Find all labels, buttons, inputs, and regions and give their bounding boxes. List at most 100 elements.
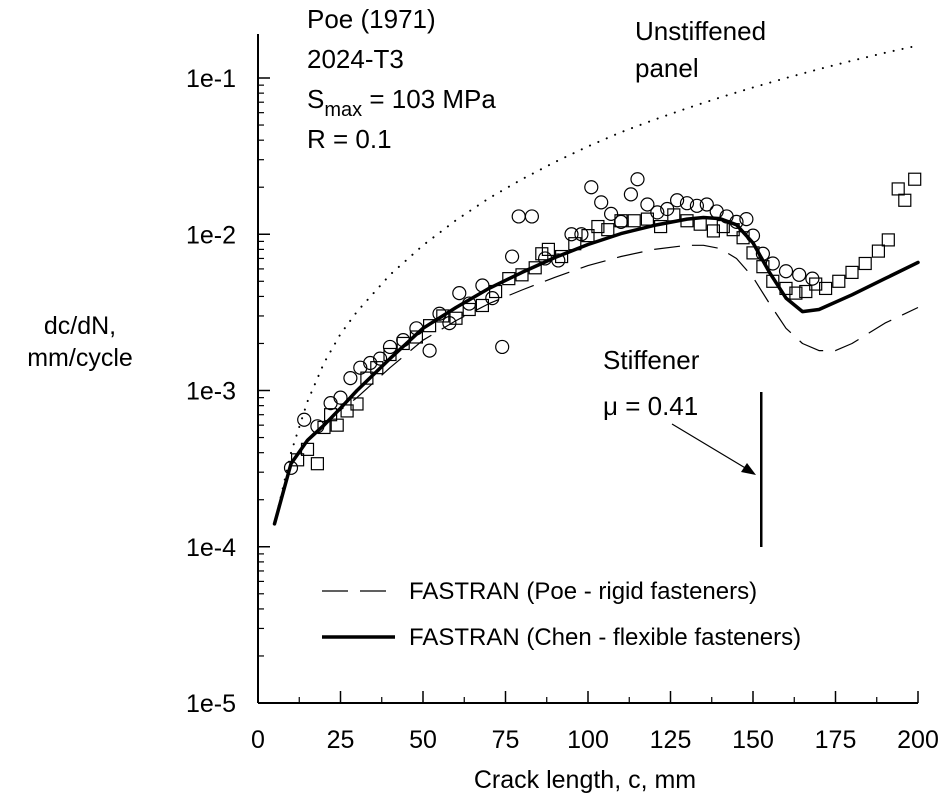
condition-smax: Smax = 103 MPa: [307, 84, 496, 121]
data-point-square: [528, 261, 542, 275]
data-point-square: [568, 237, 582, 251]
data-point-circle: [630, 172, 645, 187]
fastran-flexible-curve: [272, 215, 920, 526]
legend-entry-rigid: FASTRAN (Poe - rigid fasteners): [409, 578, 757, 605]
data-point-square: [858, 256, 872, 271]
x-tick-label: 100: [567, 726, 609, 754]
data-point-square: [898, 193, 912, 207]
data-point-circle: [709, 204, 724, 219]
data-point-circle: [432, 306, 447, 321]
y-tick-label: 1e-4: [186, 534, 236, 562]
condition-smax-rest: = 103 MPa: [362, 84, 496, 114]
x-tick-label: 125: [650, 726, 692, 754]
data-point-square: [779, 281, 793, 296]
data-point-circle: [353, 360, 368, 375]
data-point-square: [515, 268, 529, 282]
data-point-circle: [343, 371, 358, 386]
data-point-circle: [603, 206, 619, 221]
x-tick-labels: 0 25 50 75 100 125 150 175 200: [251, 726, 939, 754]
data-point-circle: [699, 197, 714, 212]
data-point-square: [291, 453, 305, 467]
data-point-circle: [495, 339, 510, 355]
data-point-square: [436, 309, 450, 323]
stiffener-arrow-head: [741, 463, 756, 475]
y-tick-label: 1e-5: [186, 690, 236, 718]
data-point-square: [908, 172, 922, 186]
data-point-square: [693, 217, 707, 231]
data-point-circle: [765, 256, 780, 271]
data-point-square: [581, 229, 595, 243]
data-point-circle: [739, 212, 754, 227]
data-point-circle: [297, 412, 312, 427]
y-tick-label: 1e-1: [186, 65, 236, 93]
data-point-square: [449, 311, 463, 325]
y-tick-label: 1e-3: [186, 378, 236, 406]
data-point-square: [640, 212, 655, 226]
unstiffened-label-line1: Unstiffened: [635, 16, 766, 46]
data-point-circle: [422, 343, 437, 358]
series-curves: [272, 46, 920, 526]
series-markers: [283, 172, 922, 475]
data-point-circle: [452, 286, 467, 301]
x-tick-label: 75: [492, 726, 520, 754]
data-point-circle: [409, 321, 424, 336]
data-point-circle: [323, 396, 338, 411]
data-point-square: [627, 214, 641, 228]
data-point-circle: [504, 249, 520, 264]
condition-smax-sub: max: [324, 99, 362, 121]
data-point-square: [653, 219, 668, 234]
data-point-square: [845, 265, 859, 279]
data-point-circle: [594, 195, 609, 210]
data-point-square: [809, 277, 823, 291]
unstiffened-label-line2: panel: [635, 53, 699, 83]
data-point-circle: [778, 264, 794, 279]
y-axis-label-line2: mm/cycle: [27, 344, 133, 372]
data-point-square: [680, 214, 694, 228]
x-tick-label: 50: [409, 726, 437, 754]
x-tick-label: 25: [327, 726, 355, 754]
data-point-square: [591, 219, 605, 234]
data-point-circle: [679, 196, 695, 211]
data-point-circle: [689, 198, 705, 213]
data-point-square: [409, 330, 423, 344]
data-point-square: [818, 281, 833, 296]
data-point-square: [462, 302, 476, 317]
data-point-square: [310, 457, 324, 471]
condition-r: R = 0.1: [307, 124, 392, 154]
data-point-square: [667, 208, 681, 222]
data-point-square: [746, 246, 760, 260]
data-point-square: [324, 408, 338, 422]
data-point-square: [614, 214, 628, 228]
axis-ticks: [257, 77, 919, 704]
data-point-circle: [745, 228, 761, 243]
unstiffened-panel-curve: [273, 46, 913, 525]
data-point-square: [871, 244, 886, 258]
data-point-square: [891, 182, 905, 196]
data-point-circle: [511, 209, 526, 224]
data-point-square: [736, 231, 750, 245]
data-point-square: [475, 298, 489, 313]
y-tick-label: 1e-2: [186, 221, 236, 249]
x-tick-label: 150: [732, 726, 774, 754]
data-point-circle: [669, 193, 685, 208]
y-tick-labels: 1e-5 1e-4 1e-3 1e-2 1e-1: [186, 65, 236, 718]
data-point-circle: [640, 197, 655, 212]
data-point-circle: [333, 390, 348, 405]
data-point-circle: [792, 267, 807, 282]
data-point-square: [766, 274, 780, 288]
data-point-circle: [442, 315, 457, 331]
data-point-square: [554, 249, 569, 264]
data-point-circle: [373, 351, 388, 366]
condition-smax-prefix: S: [307, 84, 324, 114]
data-point-square: [502, 272, 516, 286]
data-point-square: [489, 284, 503, 299]
fastran-rigid-curve: [273, 244, 919, 525]
chart-title-line1: Poe (1971): [307, 4, 436, 34]
stiffener-arrow-shaft: [671, 423, 753, 473]
data-point-circle: [382, 339, 398, 355]
data-point-circle: [310, 419, 325, 434]
data-point-circle: [524, 209, 540, 224]
stiffener-label: Stiffener: [603, 345, 700, 375]
data-point-square: [601, 223, 615, 237]
